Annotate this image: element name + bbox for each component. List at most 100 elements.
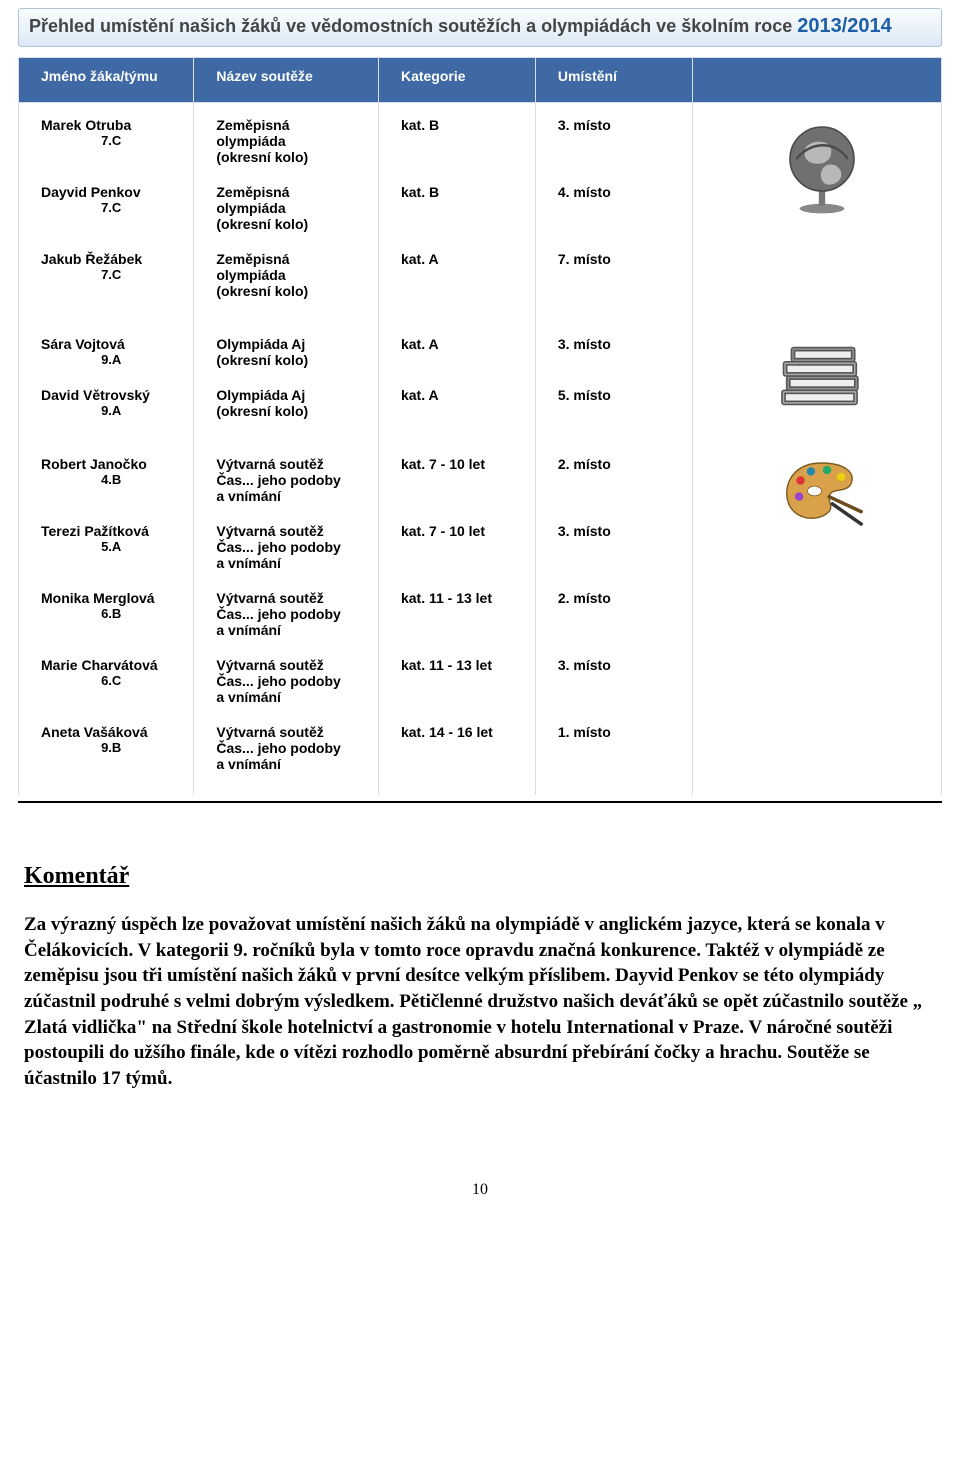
student-name: Sára Vojtová — [41, 336, 181, 352]
student-class: 6.C — [41, 673, 181, 688]
placement-text: 3. místo — [558, 336, 611, 352]
placement-text: 3. místo — [558, 523, 611, 539]
competition-line: Výtvarná soutěž — [216, 724, 366, 740]
competition-line: (okresní kolo) — [216, 216, 366, 232]
cell-placement: 5. místo — [535, 373, 692, 442]
cell-placement: 2. místo — [535, 576, 692, 643]
competition-line: (okresní kolo) — [216, 403, 366, 419]
cell-student: Jakub Řežábek7.C — [19, 237, 194, 322]
competition-line: Výtvarná soutěž — [216, 590, 366, 606]
student-name: Robert Janočko — [41, 456, 181, 472]
cell-placement: 2. místo — [535, 442, 692, 509]
cell-placement: 3. místo — [535, 643, 692, 710]
competition-line: olympiáda — [216, 267, 366, 283]
student-name: Marek Otruba — [41, 117, 181, 133]
cell-competition: Výtvarná soutěžČas... jeho podobya vnímá… — [194, 643, 379, 710]
student-name: Marie Charvátová — [41, 657, 181, 673]
competition-line: Zeměpisná — [216, 251, 366, 267]
category-text: kat. B — [401, 184, 439, 200]
table-header-row: Jméno žáka/týmu Název soutěže Kategorie … — [19, 58, 942, 103]
cell-category: kat. 11 - 13 let — [378, 576, 535, 643]
table-row: Marek Otruba7.CZeměpisnáolympiáda(okresn… — [19, 103, 942, 170]
cell-placement: 3. místo — [535, 322, 692, 373]
competition-line: Olympiáda Aj — [216, 336, 366, 352]
category-text: kat. A — [401, 251, 439, 267]
col-image — [692, 58, 941, 103]
student-class: 6.B — [41, 606, 181, 621]
competition-line: Čas... jeho podoby — [216, 673, 366, 689]
cell-competition: Zeměpisnáolympiáda(okresní kolo) — [194, 103, 379, 170]
cell-category: kat. B — [378, 170, 535, 237]
placement-text: 3. místo — [558, 117, 611, 133]
category-text: kat. 14 - 16 let — [401, 724, 493, 740]
cell-category: kat. A — [378, 322, 535, 373]
cell-competition: Olympiáda Aj(okresní kolo) — [194, 373, 379, 442]
student-class: 4.B — [41, 472, 181, 487]
student-name: Terezi Pažítková — [41, 523, 181, 539]
competition-line: a vnímání — [216, 756, 366, 772]
cell-placement: 7. místo — [535, 237, 692, 322]
placement-text: 3. místo — [558, 657, 611, 673]
commentary-section: Komentář Za výrazný úspěch lze považovat… — [18, 863, 942, 1091]
category-text: kat. 11 - 13 let — [401, 590, 492, 606]
competition-line: Čas... jeho podoby — [216, 606, 366, 622]
student-class: 7.C — [41, 200, 181, 215]
student-class: 9.B — [41, 740, 181, 755]
cell-placement: 1. místo — [535, 710, 692, 795]
cell-category: kat. A — [378, 373, 535, 442]
competition-line: Výtvarná soutěž — [216, 456, 366, 472]
books-icon — [774, 336, 869, 416]
student-class: 7.C — [41, 133, 181, 148]
student-name: Monika Merglová — [41, 590, 181, 606]
table-row: Sára Vojtová9.AOlympiáda Aj(okresní kolo… — [19, 322, 942, 373]
category-text: kat. 11 - 13 let — [401, 657, 492, 673]
competition-line: Čas... jeho podoby — [216, 472, 366, 488]
page-number: 10 — [18, 1181, 942, 1199]
cell-category: kat. 7 - 10 let — [378, 442, 535, 509]
placement-text: 4. místo — [558, 184, 611, 200]
student-name: Aneta Vašáková — [41, 724, 181, 740]
placement-text: 7. místo — [558, 251, 611, 267]
cell-category: kat. A — [378, 237, 535, 322]
cell-student: Marek Otruba7.C — [19, 103, 194, 170]
cell-category: kat. 14 - 16 let — [378, 710, 535, 795]
cell-placement: 3. místo — [535, 509, 692, 576]
globe-icon — [782, 117, 862, 217]
cell-competition: Výtvarná soutěžČas... jeho podobya vnímá… — [194, 509, 379, 576]
cell-student: Robert Janočko4.B — [19, 442, 194, 509]
student-class: 7.C — [41, 267, 181, 282]
competition-line: (okresní kolo) — [216, 352, 366, 368]
student-name: Dayvid Penkov — [41, 184, 181, 200]
competition-line: olympiáda — [216, 133, 366, 149]
commentary-body: Za výrazný úspěch lze považovat umístění… — [24, 912, 936, 1091]
page-title-year: 2013/2014 — [797, 15, 892, 37]
col-competition: Název soutěže — [194, 58, 379, 103]
category-text: kat. B — [401, 117, 439, 133]
cell-competition: Zeměpisnáolympiáda(okresní kolo) — [194, 170, 379, 237]
cell-placement: 4. místo — [535, 170, 692, 237]
competition-line: a vnímání — [216, 488, 366, 504]
placement-text: 2. místo — [558, 456, 611, 472]
student-name: David Větrovský — [41, 387, 181, 403]
competition-line: a vnímání — [216, 689, 366, 705]
cell-category: kat. 11 - 13 let — [378, 643, 535, 710]
cell-student: Dayvid Penkov7.C — [19, 170, 194, 237]
cell-category: kat. B — [378, 103, 535, 170]
cell-competition: Výtvarná soutěžČas... jeho podobya vnímá… — [194, 710, 379, 795]
category-text: kat. 7 - 10 let — [401, 456, 485, 472]
cell-student: David Větrovský9.A — [19, 373, 194, 442]
student-class: 9.A — [41, 403, 181, 418]
cell-image — [692, 103, 941, 322]
col-student: Jméno žáka/týmu — [19, 58, 194, 103]
competition-line: a vnímání — [216, 622, 366, 638]
table-bottom-rule — [18, 801, 942, 803]
cell-student: Marie Charvátová6.C — [19, 643, 194, 710]
category-text: kat. A — [401, 336, 439, 352]
cell-competition: Výtvarná soutěžČas... jeho podobya vnímá… — [194, 576, 379, 643]
category-text: kat. A — [401, 387, 439, 403]
cell-competition: Zeměpisnáolympiáda(okresní kolo) — [194, 237, 379, 322]
col-category: Kategorie — [378, 58, 535, 103]
competition-line: Čas... jeho podoby — [216, 740, 366, 756]
placement-text: 2. místo — [558, 590, 611, 606]
placement-text: 1. místo — [558, 724, 611, 740]
